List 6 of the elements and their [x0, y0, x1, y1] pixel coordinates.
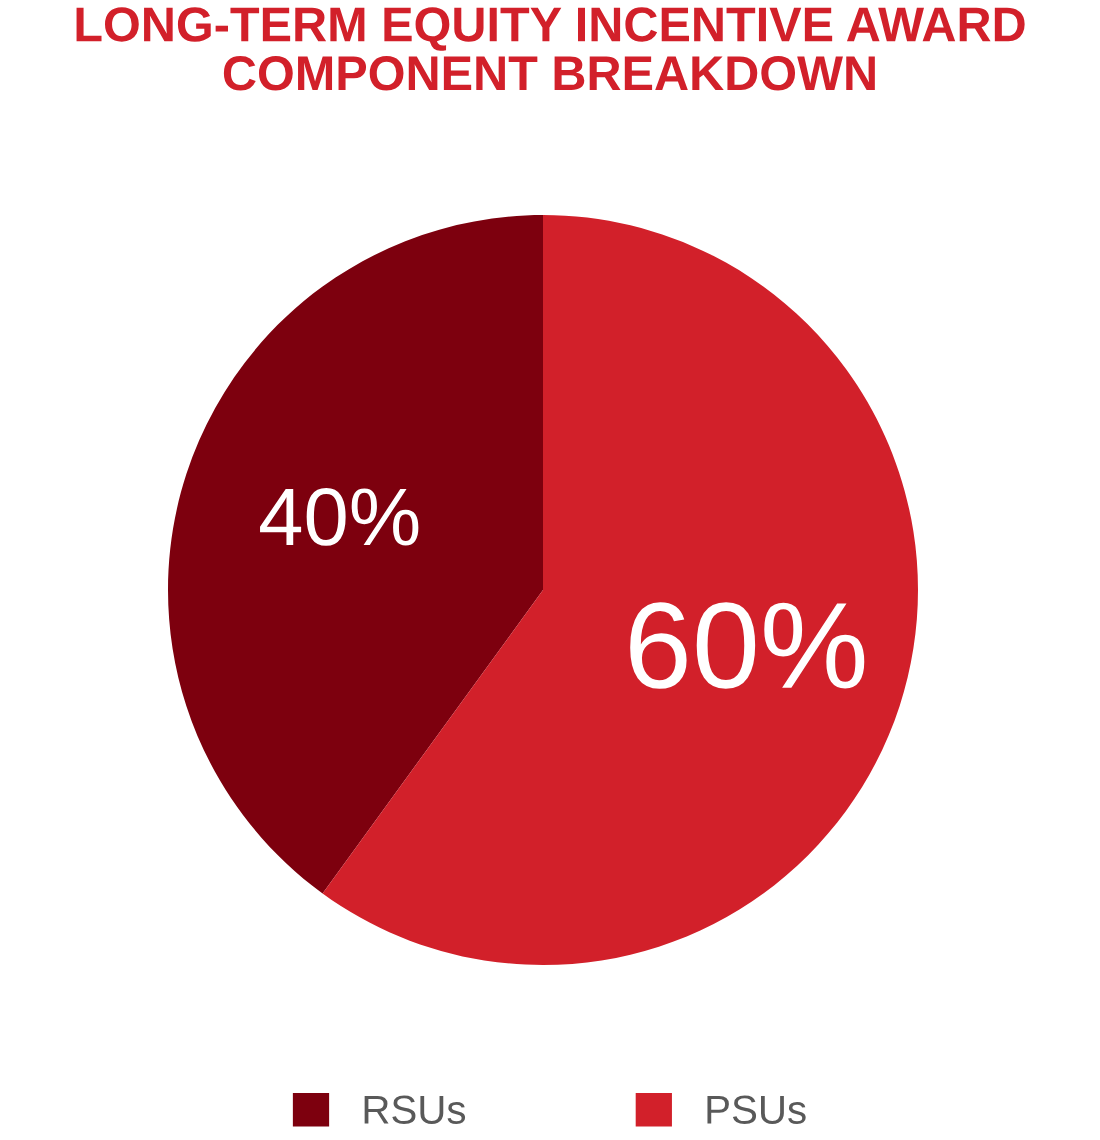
- data-label: 60%: [630, 602, 865, 689]
- chart-title: LONG-TERM EQUITY INCENTIVE AWARD COMPONENT BREAKDOWN: [76, 7, 1025, 91]
- pie-slice: [168, 215, 543, 894]
- data-label: 40%: [260, 488, 419, 546]
- legend-label: RSUs: [364, 1095, 466, 1124]
- legend-label: PSUs: [707, 1095, 806, 1124]
